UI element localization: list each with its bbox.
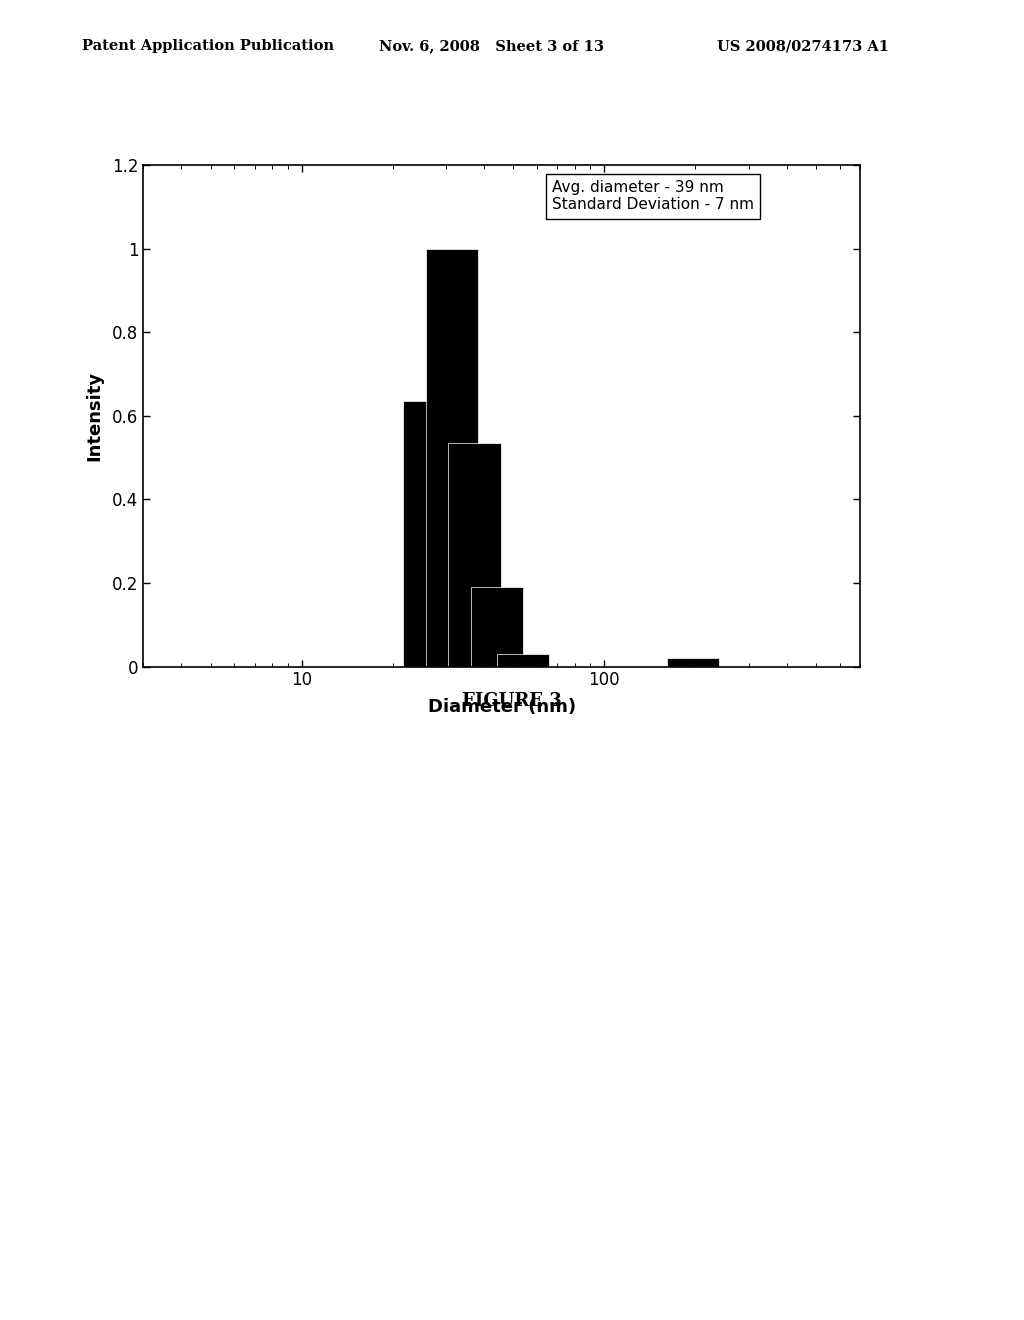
Text: US 2008/0274173 A1: US 2008/0274173 A1 — [717, 40, 889, 53]
Text: Nov. 6, 2008   Sheet 3 of 13: Nov. 6, 2008 Sheet 3 of 13 — [379, 40, 604, 53]
Bar — [426, 248, 478, 667]
Bar — [497, 655, 550, 667]
Bar — [471, 587, 523, 667]
Text: Patent Application Publication: Patent Application Publication — [82, 40, 334, 53]
X-axis label: Diameter (nm): Diameter (nm) — [428, 698, 575, 715]
Bar — [449, 444, 501, 667]
Text: Avg. diameter - 39 nm
Standard Deviation - 7 nm: Avg. diameter - 39 nm Standard Deviation… — [552, 180, 754, 213]
Text: FIGURE 3: FIGURE 3 — [462, 692, 562, 710]
Bar — [403, 401, 456, 667]
Y-axis label: Intensity: Intensity — [86, 371, 103, 461]
Bar — [667, 659, 719, 667]
